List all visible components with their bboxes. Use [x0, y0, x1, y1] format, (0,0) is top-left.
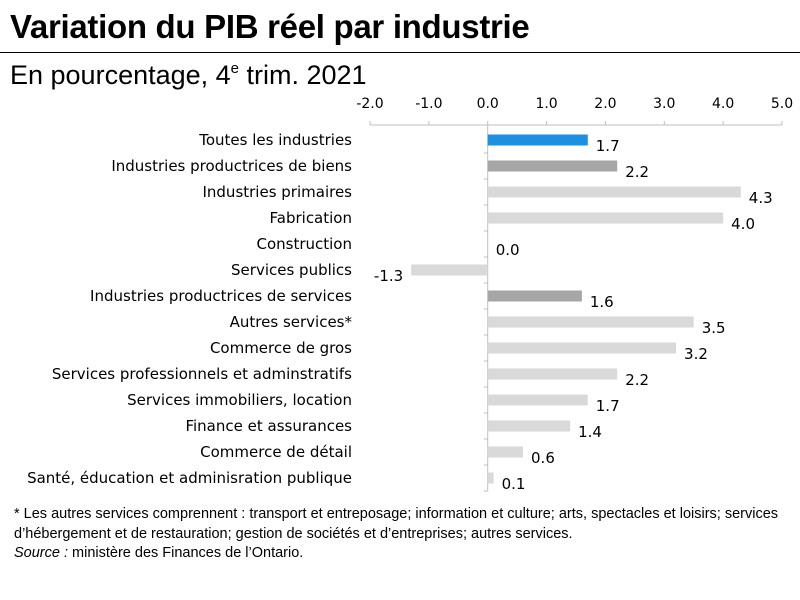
bar: [487, 134, 588, 146]
chart-title: Variation du PIB réel par industrie: [10, 8, 530, 45]
data-label: 2.2: [625, 371, 649, 389]
bar: [487, 316, 694, 328]
category-label: Commerce de détail: [200, 443, 352, 461]
bar: [487, 446, 524, 458]
data-label: 3.5: [702, 319, 726, 337]
source-text: ministère des Finances de l’Ontario.: [68, 545, 304, 561]
category-label: Services publics: [231, 261, 352, 279]
data-label: -1.3: [374, 267, 403, 285]
category-label: Commerce de gros: [210, 339, 352, 357]
data-label: 0.1: [502, 475, 526, 493]
category-label: Services professionnels et adminstratifs: [52, 365, 352, 383]
bar: [487, 186, 741, 198]
data-label: 1.7: [596, 397, 620, 415]
data-label: 4.3: [749, 189, 773, 207]
x-tick-label: 5.0: [771, 96, 793, 112]
bar: [487, 342, 677, 354]
category-label: Fabrication: [270, 209, 352, 227]
data-label: 1.4: [578, 423, 602, 441]
category-label: Construction: [256, 235, 352, 253]
category-label: Autres services*: [230, 313, 353, 331]
data-label: 0.6: [531, 449, 555, 467]
data-label: 1.6: [590, 293, 614, 311]
bar: [487, 394, 588, 406]
subtitle-superscript: e: [230, 60, 240, 77]
x-tick-label: 4.0: [712, 96, 734, 112]
footnote-source: Source : ministère des Finances de l’Ont…: [14, 544, 794, 564]
category-label: Services immobiliers, location: [127, 391, 352, 409]
bar: [487, 368, 618, 380]
subtitle-suffix: trim. 2021: [239, 60, 367, 90]
data-label: 2.2: [625, 163, 649, 181]
bar: [487, 212, 724, 224]
x-tick-label: 1.0: [535, 96, 557, 112]
footnote: * Les autres services comprennent : tran…: [14, 505, 794, 564]
data-label: 1.7: [596, 137, 620, 155]
bar: [487, 290, 582, 302]
category-label: Industries productrices de biens: [111, 157, 352, 175]
data-label: 3.2: [684, 345, 708, 363]
chart-subtitle: En pourcentage, 4e trim. 2021: [10, 60, 367, 91]
x-tick-label: 2.0: [594, 96, 616, 112]
x-tick-label: 3.0: [653, 96, 675, 112]
category-label: Toutes les industries: [198, 131, 352, 149]
footnote-note: * Les autres services comprennent : tran…: [14, 506, 779, 542]
bar: [411, 264, 488, 276]
title-divider: [0, 52, 800, 53]
category-label: Industries primaires: [202, 183, 352, 201]
source-label: Source :: [14, 545, 68, 561]
bar: [487, 160, 618, 172]
bar: [487, 420, 571, 432]
x-tick-label: -1.0: [415, 96, 442, 112]
bar: [487, 472, 494, 484]
data-label: 4.0: [731, 215, 755, 233]
x-tick-label: -2.0: [356, 96, 383, 112]
bar-chart: -2.0 -1.0 0.0 1.0 2.0 3.0 4.0 5.0 Toutes les ind…: [27, 96, 793, 493]
category-label: Finance et assurances: [185, 417, 352, 435]
category-label: Industries productrices de services: [90, 287, 352, 305]
category-label: Santé, éducation et adminisration publiq…: [27, 469, 352, 487]
subtitle-prefix: En pourcentage, 4: [10, 60, 231, 90]
x-tick-label: 0.0: [477, 96, 499, 112]
data-label: 0.0: [496, 241, 520, 259]
